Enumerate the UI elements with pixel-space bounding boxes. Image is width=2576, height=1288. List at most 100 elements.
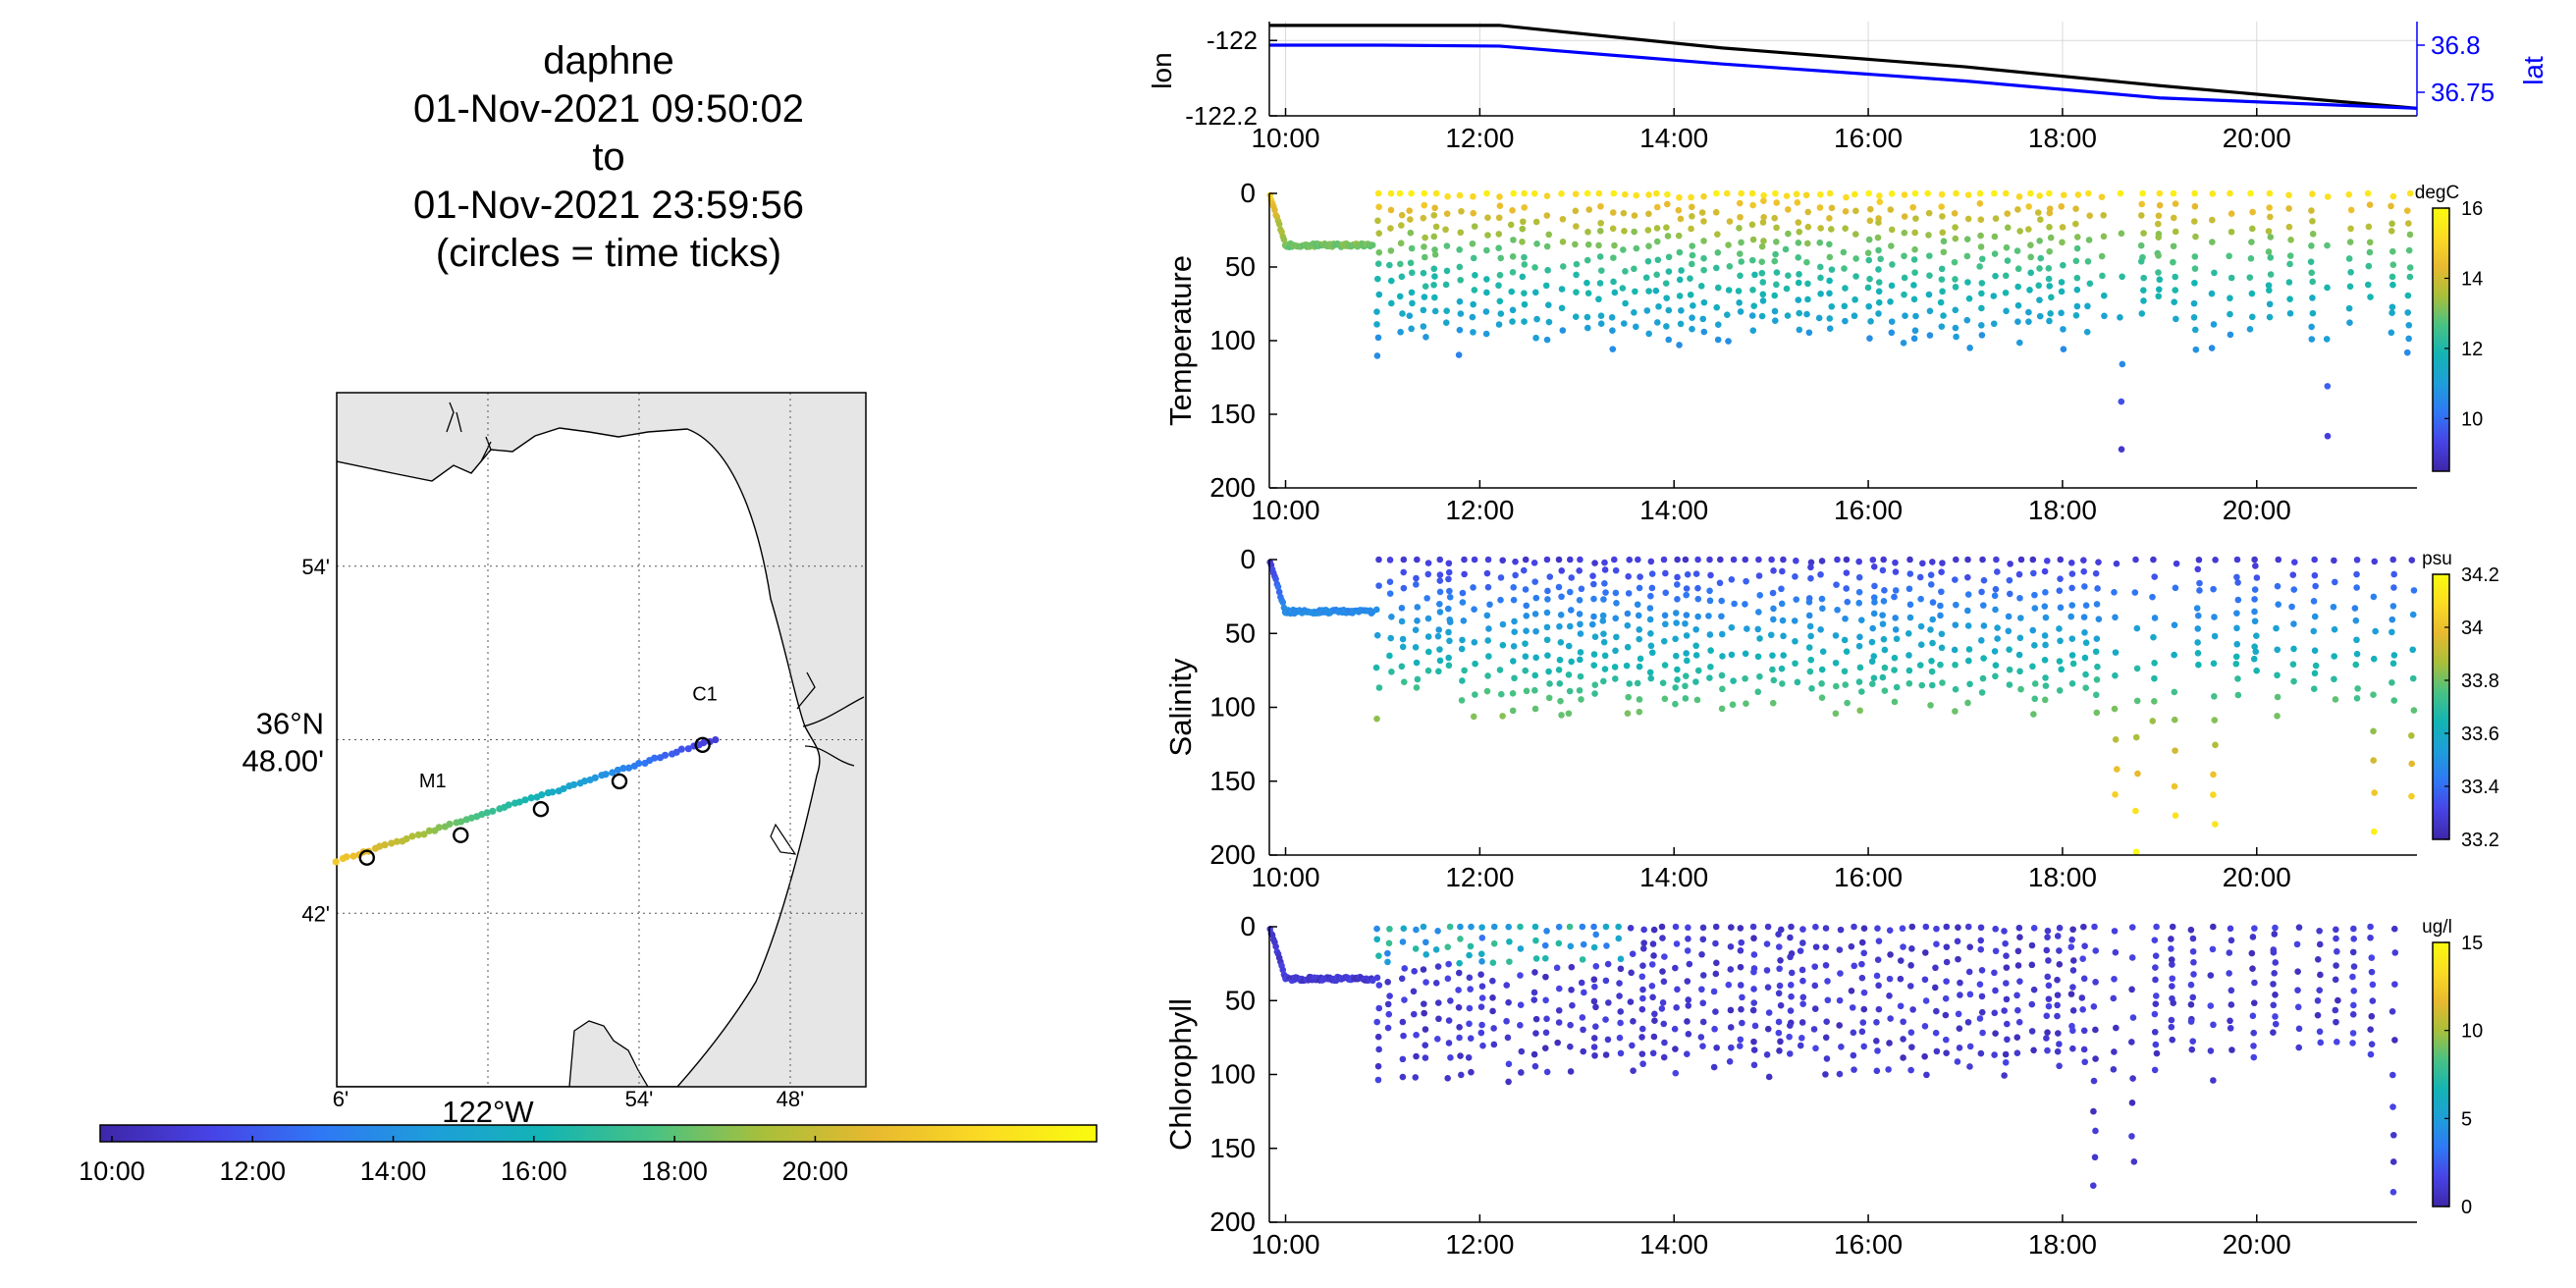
data-point [2155,269,2162,276]
data-point [1674,581,1681,588]
data-point [1994,624,2001,631]
data-point [1964,573,1971,581]
data-point [2152,1041,2160,1048]
data-point [2090,1107,2097,1115]
data-point [2041,696,2049,704]
data-point [2151,674,2158,682]
data-point [1921,1052,1928,1060]
data-point [1672,964,1679,972]
data-point [2346,283,2354,291]
data-point [1445,1040,1453,1046]
data-point [1683,612,1690,618]
data-point [1459,599,1467,606]
data-point [1726,1058,1734,1065]
data-point [1851,312,1858,320]
data-point [1521,189,1528,197]
y-tick-label: 0 [1240,178,1256,208]
data-point [1682,619,1689,627]
data-point [2190,314,2198,321]
data-point [2191,202,2199,210]
data-point [1714,249,1722,256]
data-point [1992,215,2000,222]
data-point [1399,643,1407,651]
data-point [2370,691,2377,698]
data-point [1955,1010,1962,1018]
data-point [1875,246,1882,254]
data-point [2129,1014,2137,1021]
data-point [1850,1029,1857,1037]
data-point [1822,943,1830,951]
data-point [1651,1017,1658,1024]
track-point [521,796,529,804]
data-point [1699,972,1707,979]
data-point [2405,335,2412,343]
data-point [1804,280,1811,288]
data-point [1650,1033,1658,1041]
data-point [1728,623,1736,631]
data-point [1928,668,1936,675]
data-point [2128,1133,2135,1140]
y-tick-label: 200 [1209,839,1256,870]
data-point [1568,658,1575,666]
data-point [1979,674,1987,682]
data-point [1531,686,1538,694]
data-point [1738,258,1745,265]
data-point [1422,1026,1429,1033]
data-point [2095,559,2102,565]
data-point [1674,675,1681,683]
title-line-note: (circles = time ticks) [435,232,782,275]
data-point [1512,571,1519,579]
data-point [1386,590,1394,597]
data-point [1597,267,1605,274]
data-point [1374,1076,1382,1084]
data-point [2128,924,2136,931]
data-point [1834,556,1841,564]
data-point [2056,1062,2063,1070]
data-point [1566,923,1574,931]
data-point [2324,383,2332,390]
data-point [1908,1044,1915,1050]
data-point [1411,968,1419,975]
data-point [1458,645,1466,653]
data-point [2004,1036,2011,1044]
data-point [1978,255,1986,263]
data-point [2093,601,2101,608]
data-point [1567,607,1575,614]
time-tick-circle [532,801,550,818]
data-point [1892,559,1899,566]
data-point [1978,304,1985,312]
data-point [2324,193,2332,200]
data-point [1660,556,1668,564]
data-point [1852,273,1859,280]
data-point [2366,201,2374,208]
data-point [1432,946,1440,953]
data-point [2365,223,2373,231]
data-point [1496,271,1504,279]
data-point [2111,1048,2118,1055]
data-point [1792,573,1798,580]
data-point [1627,924,1635,932]
data-point [2067,560,2075,566]
series-line-lon [1269,24,2418,110]
data-point [1521,290,1528,296]
data-point [1477,971,1484,979]
data-point [2014,206,2021,213]
data-point [1916,662,1924,669]
colorbar-tick-label: 15 [2461,933,2483,954]
data-point [1503,982,1511,989]
data-point [2369,997,2377,1004]
data-point [2004,224,2012,232]
data-point [2027,269,2034,277]
data-point [2209,239,2216,245]
data-point [2346,239,2354,245]
data-point [2155,212,2163,220]
data-point [1731,600,1738,608]
time-colorbar-tick-label: 16:00 [501,1156,567,1186]
data-point [2316,940,2324,948]
data-point [1625,590,1633,597]
data-point [1803,258,1810,266]
data-point [2353,570,2360,578]
data-point [1672,635,1679,643]
data-point [2172,747,2178,754]
data-point [1750,986,1757,993]
